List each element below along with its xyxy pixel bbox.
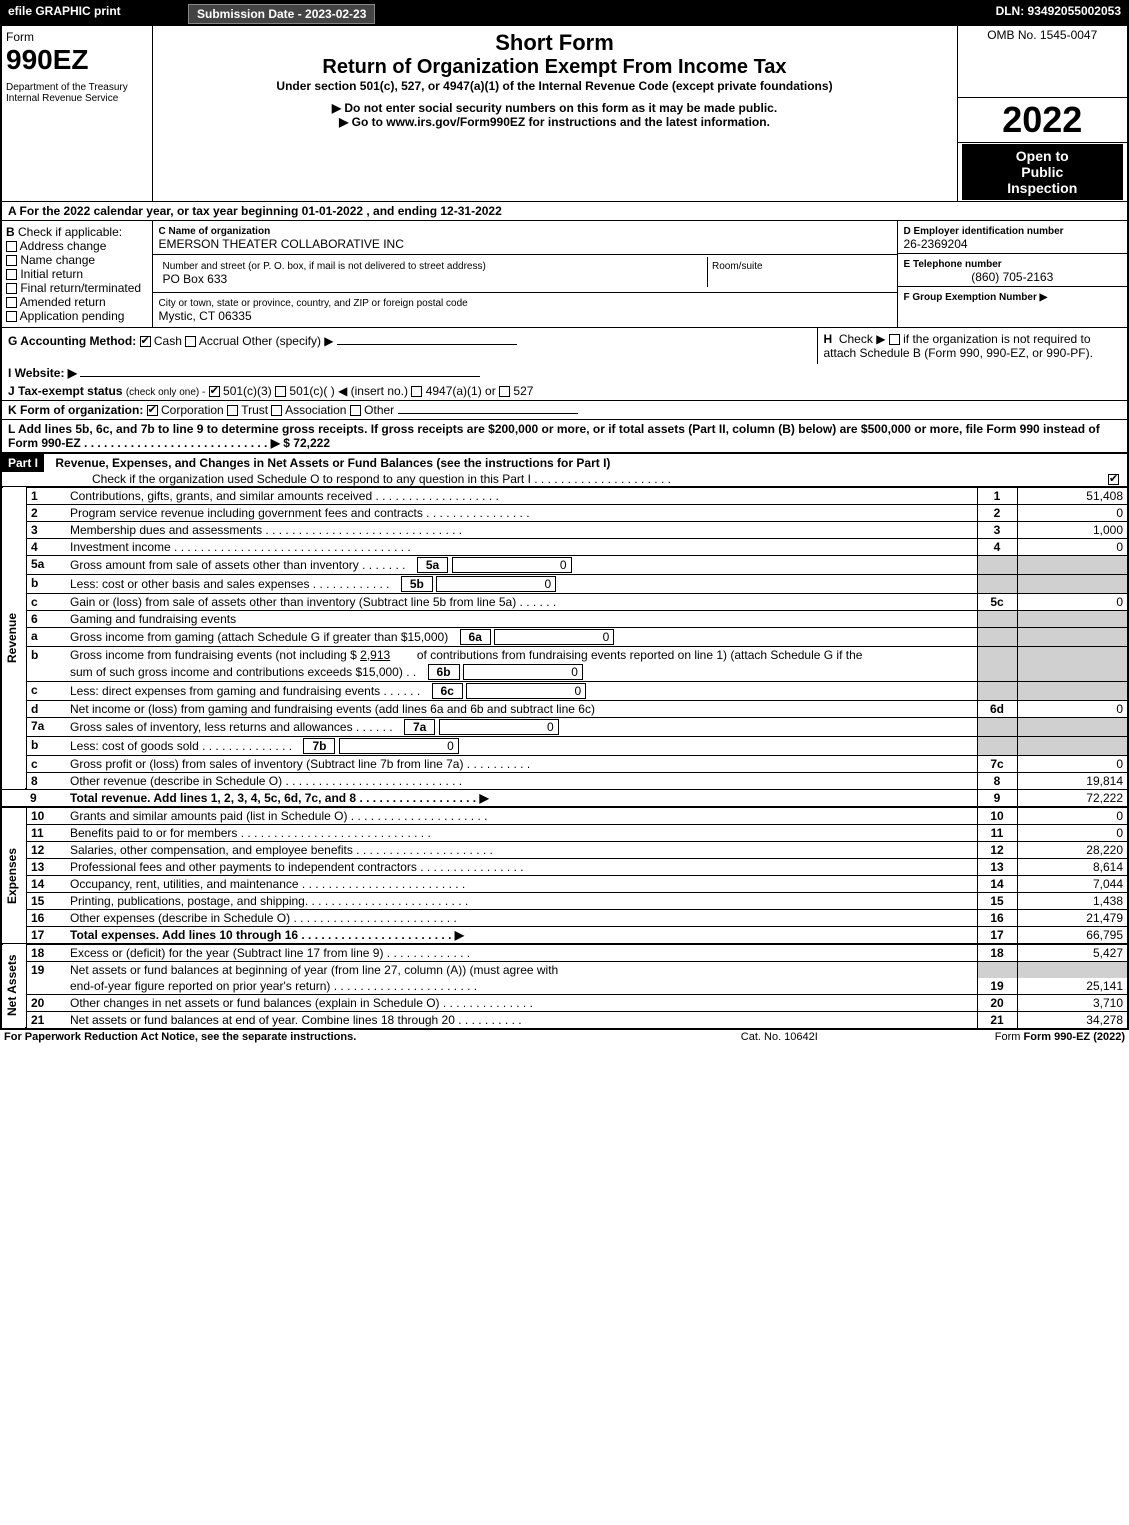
checkbox-trust[interactable] [227, 405, 238, 416]
line8-value: 19,814 [1017, 772, 1127, 789]
line5b-value: 0 [436, 576, 556, 592]
line16-value: 21,479 [1017, 909, 1127, 926]
c-label: C Name of organization [159, 226, 271, 237]
line21-value: 34,278 [1017, 1011, 1127, 1028]
part1-table: Revenue 1 Contributions, gifts, grants, … [2, 487, 1127, 1028]
irs: Internal Revenue Service [6, 93, 148, 104]
header-block: Form 990EZ Department of the Treasury In… [2, 26, 1127, 201]
checkbox-address-change[interactable] [6, 241, 17, 252]
checkbox-initial-return[interactable] [6, 269, 17, 280]
ein: 26-2369204 [904, 237, 968, 251]
footer-left: For Paperwork Reduction Act Notice, see … [0, 1030, 697, 1044]
section-k: K Form of organization: Corporation Trus… [2, 401, 1127, 420]
checkbox-amended-return[interactable] [6, 297, 17, 308]
line12-value: 28,220 [1017, 841, 1127, 858]
line7b-value: 0 [339, 738, 459, 754]
form-number: 990EZ [6, 44, 148, 76]
short-form-title: Short Form [161, 30, 949, 56]
line20-value: 3,710 [1017, 994, 1127, 1011]
expenses-side-label: Expenses [2, 807, 26, 944]
checkbox-association[interactable] [271, 405, 282, 416]
street-address: PO Box 633 [163, 272, 228, 286]
telephone: (860) 705-2163 [904, 270, 1122, 284]
line7a-value: 0 [439, 719, 559, 735]
under-section: Under section 501(c), 527, or 4947(a)(1)… [161, 79, 949, 93]
dept-treasury: Department of the Treasury [6, 82, 148, 93]
footer-mid: Cat. No. 10642I [697, 1030, 862, 1044]
line5a-value: 0 [452, 557, 572, 573]
line17-value: 66,795 [1017, 926, 1127, 944]
line18-value: 5,427 [1017, 944, 1127, 962]
line5c-value: 0 [1017, 593, 1127, 610]
section-l: L Add lines 5b, 6c, and 7b to line 9 to … [2, 420, 1127, 454]
checkbox-501c[interactable] [275, 386, 286, 397]
line6b-value: 0 [463, 664, 583, 680]
line6c-value: 0 [466, 683, 586, 699]
form-container: efile GRAPHIC print Submission Date - 20… [0, 0, 1129, 1030]
omb-no: OMB No. 1545-0047 [987, 28, 1097, 42]
section-j: J Tax-exempt status (check only one) - 5… [2, 382, 1127, 401]
checkbox-accrual[interactable] [185, 336, 196, 347]
tax-year: 2022 [1002, 99, 1082, 140]
e-label: E Telephone number [904, 259, 1002, 270]
line10-value: 0 [1017, 807, 1127, 825]
g-h-block: G Accounting Method: Cash Accrual Other … [2, 327, 1127, 364]
checkbox-4947[interactable] [411, 386, 422, 397]
f-label: F Group Exemption Number ▶ [904, 292, 1048, 303]
checkbox-cash[interactable] [140, 336, 151, 347]
section-i: I Website: ▶ [2, 364, 1127, 382]
footer: For Paperwork Reduction Act Notice, see … [0, 1030, 1129, 1044]
line3-value: 1,000 [1017, 521, 1127, 538]
checkbox-corporation[interactable] [147, 405, 158, 416]
footer-right: Form Form 990-EZ (2022) [862, 1030, 1129, 1044]
efile-print[interactable]: efile GRAPHIC print [2, 2, 182, 26]
line15-value: 1,438 [1017, 892, 1127, 909]
line2-value: 0 [1017, 504, 1127, 521]
submission-date-button[interactable]: Submission Date - 2023-02-23 [188, 4, 375, 24]
other-org-input[interactable] [398, 413, 578, 414]
checkbox-527[interactable] [499, 386, 510, 397]
city-state-zip: Mystic, CT 06335 [159, 309, 252, 323]
org-name: EMERSON THEATER COLLABORATIVE INC [159, 237, 404, 251]
line7c-value: 0 [1017, 755, 1127, 772]
checkbox-schedule-b[interactable] [889, 334, 900, 345]
net-assets-side-label: Net Assets [2, 944, 26, 1028]
checkbox-other-org[interactable] [350, 405, 361, 416]
org-info-block: B Check if applicable: Address change Na… [2, 221, 1127, 327]
line9-value: 72,222 [1017, 789, 1127, 807]
line11-value: 0 [1017, 824, 1127, 841]
line1-value: 51,408 [1017, 487, 1127, 504]
checkbox-501c3[interactable] [209, 386, 220, 397]
other-method-input[interactable] [337, 344, 517, 345]
checkbox-name-change[interactable] [6, 255, 17, 266]
line14-value: 7,044 [1017, 875, 1127, 892]
line4-value: 0 [1017, 538, 1127, 555]
open-to-public: Open to Public Inspection [962, 144, 1124, 200]
topbar: efile GRAPHIC print Submission Date - 20… [2, 2, 1127, 26]
ssn-note: ▶ Do not enter social security numbers o… [161, 101, 949, 115]
website-input[interactable] [80, 376, 480, 377]
part1-header: Part I Revenue, Expenses, and Changes in… [2, 454, 1127, 487]
dln: DLN: 93492055002053 [534, 2, 1127, 26]
line19-value: 25,141 [1017, 978, 1127, 995]
checkbox-application-pending[interactable] [6, 311, 17, 322]
revenue-side-label: Revenue [2, 487, 26, 789]
form-word: Form [6, 30, 148, 44]
line13-value: 8,614 [1017, 858, 1127, 875]
main-title: Return of Organization Exempt From Incom… [161, 56, 949, 79]
line6d-value: 0 [1017, 700, 1127, 717]
section-b-label: B [6, 225, 15, 239]
line6a-value: 0 [494, 629, 614, 645]
checkbox-schedule-o[interactable] [1108, 474, 1119, 485]
d-label: D Employer identification number [904, 226, 1064, 237]
section-a: A For the 2022 calendar year, or tax yea… [2, 201, 1127, 221]
goto-note[interactable]: ▶ Go to www.irs.gov/Form990EZ for instru… [161, 115, 949, 129]
checkbox-final-return[interactable] [6, 283, 17, 294]
